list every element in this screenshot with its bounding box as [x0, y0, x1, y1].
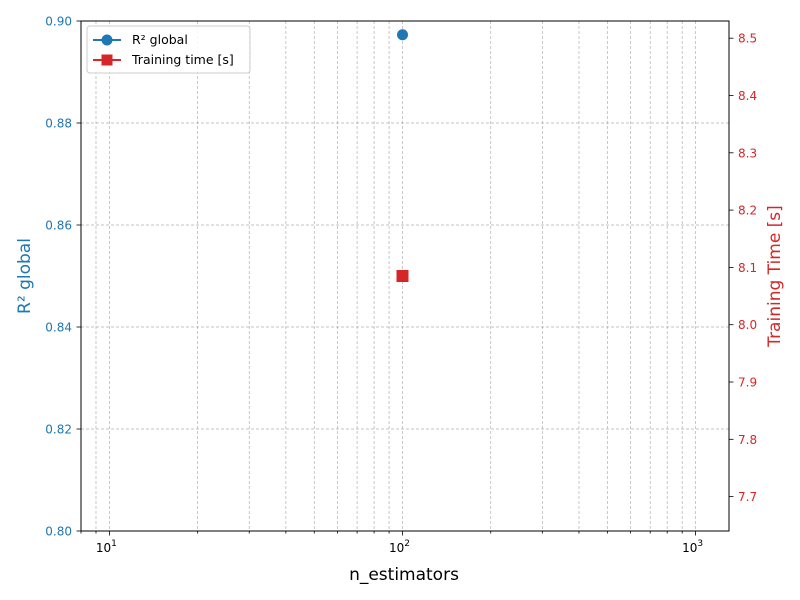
- y-right-axis-label: Training Time [s]: [765, 205, 785, 348]
- data-marks: [396, 29, 409, 282]
- plot-frame: [80, 20, 730, 532]
- y-right-tick-label: 8.4: [738, 89, 757, 103]
- y-left-tick-label: 0.90: [45, 15, 72, 29]
- y-left-tick-label: 0.88: [45, 117, 72, 131]
- y-right-tick-label: 7.8: [738, 433, 757, 447]
- axes: [80, 20, 730, 532]
- x-tick-label: 103: [682, 539, 703, 555]
- legend-marker-r2: [101, 34, 113, 46]
- y-right-tick-label: 8.3: [738, 146, 757, 160]
- y-right-tick-label: 8.0: [738, 318, 757, 332]
- y-left-tick-label: 0.86: [45, 219, 72, 233]
- y-right-tick-label: 7.7: [738, 490, 757, 504]
- y-right-tick-label: 8.2: [738, 204, 757, 218]
- data-point-r2-global: [397, 29, 409, 41]
- legend-frame: [86, 25, 251, 74]
- legend-label-time: Training time [s]: [131, 52, 234, 67]
- data-point-training-time: [396, 270, 409, 282]
- y-right-tick-label: 8.1: [738, 261, 757, 275]
- legend-label-r2: R² global: [132, 32, 188, 47]
- y-left-tick-label: 0.80: [45, 525, 72, 539]
- y-right-tick-label: 7.9: [738, 376, 757, 390]
- y-left-axis-label: R² global: [15, 238, 35, 314]
- legend: R² global Training time [s]: [86, 25, 251, 74]
- x-tick-label: 102: [389, 539, 410, 555]
- x-axis-label: n_estimators: [349, 565, 459, 585]
- legend-marker-time: [101, 54, 113, 66]
- y-left-tick-label: 0.84: [45, 321, 72, 335]
- y-left-tick-label: 0.82: [45, 423, 72, 437]
- y-right-tick-label: 8.5: [738, 32, 757, 46]
- ticks: 101 102 103 0.80 0.82 0.84 0.86 0.88 0.90 7.7 7.8 7…: [45, 15, 757, 556]
- x-tick-label: 101: [96, 539, 117, 555]
